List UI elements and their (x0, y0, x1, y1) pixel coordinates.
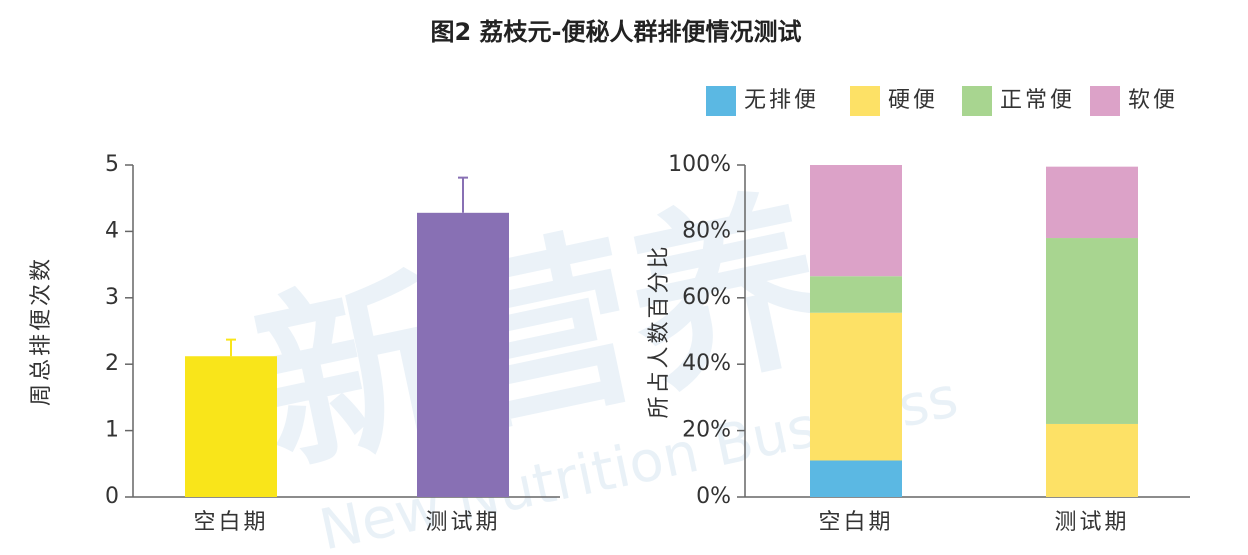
x-tick-label: 空白期 (818, 510, 893, 535)
figure-title: 图2 荔枝元-便秘人群排便情况测试 (430, 18, 801, 46)
legend-label: 硬便 (888, 88, 938, 113)
y-tick-label: 0 (105, 484, 119, 509)
legend-label: 软便 (1128, 88, 1178, 113)
legend-label: 正常便 (1000, 88, 1075, 113)
error-bar (226, 338, 236, 357)
bar-segment (810, 312, 902, 461)
y-tick-label: 20% (682, 418, 731, 443)
x-tick-label: 测试期 (425, 510, 500, 535)
y-tick-label: 5 (105, 152, 119, 177)
bar-segment (810, 460, 902, 497)
legend-label: 无排便 (744, 88, 819, 113)
x-tick-label: 测试期 (1054, 510, 1129, 535)
bar-segment (810, 276, 902, 313)
legend-swatch (962, 86, 992, 116)
y-tick-label: 100% (668, 152, 731, 177)
y-tick-label: 60% (682, 285, 731, 310)
y-tick-label: 80% (682, 218, 731, 243)
bar (185, 356, 277, 497)
y-tick-label: 0% (696, 484, 731, 509)
bar-segment (1046, 238, 1138, 424)
y-tick-label: 40% (682, 351, 731, 376)
y-tick-label: 1 (105, 418, 119, 443)
y-axis-label: 所占人数百分比 (647, 243, 672, 418)
legend-swatch (1090, 86, 1120, 116)
bar-segment (1046, 166, 1138, 239)
bar (417, 212, 509, 498)
y-tick-label: 3 (105, 285, 119, 310)
bar-segment (1046, 423, 1138, 497)
legend-swatch (850, 86, 880, 116)
y-tick-label: 4 (105, 218, 119, 243)
x-tick-label: 空白期 (193, 510, 268, 535)
legend-swatch (706, 86, 736, 116)
error-bar (458, 176, 468, 213)
y-tick-label: 2 (105, 351, 119, 376)
y-axis-label: 周总排便次数 (29, 256, 54, 406)
bar-segment (810, 165, 902, 277)
